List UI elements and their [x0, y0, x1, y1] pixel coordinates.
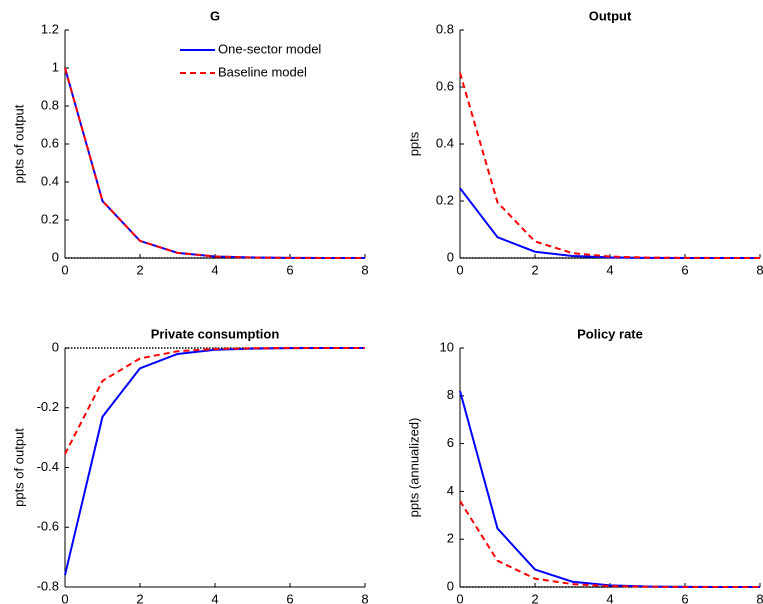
y-tick-label: -0.6	[37, 519, 59, 534]
y-tick-label: 0.2	[41, 211, 59, 226]
x-tick-label: 4	[606, 262, 613, 277]
x-tick-label: 8	[361, 262, 368, 277]
x-tick-label: 4	[211, 591, 218, 604]
x-tick-label: 2	[531, 591, 538, 604]
y-tick-label: -0.2	[37, 399, 59, 414]
y-tick-label: -0.4	[37, 459, 59, 474]
y-tick-label: 6	[447, 435, 454, 450]
y-tick-label: 0.4	[436, 135, 454, 150]
y-tick-label: 0.6	[41, 135, 59, 150]
series-line	[64, 347, 366, 576]
y-tick-label: 0.2	[436, 192, 454, 207]
x-tick-label: 8	[361, 591, 368, 604]
x-tick-label: 2	[136, 591, 143, 604]
y-tick-label: 0	[52, 339, 59, 354]
series-line	[459, 390, 761, 588]
x-tick-label: 4	[211, 262, 218, 277]
x-tick-label: 8	[756, 591, 763, 604]
subplot-title: Private consumption	[151, 326, 280, 341]
x-tick-label: 6	[681, 262, 688, 277]
x-tick-label: 0	[61, 262, 68, 277]
y-tick-label: 2	[447, 531, 454, 546]
subplot-title: G	[210, 8, 220, 23]
y-tick-label: 4	[447, 483, 454, 498]
y-tick-label: 8	[447, 387, 454, 402]
x-tick-label: 0	[456, 591, 463, 604]
subplot-title: Output	[589, 8, 632, 23]
y-axis-label: ppts (annualized)	[406, 418, 421, 518]
y-tick-label: 0.6	[436, 78, 454, 93]
y-tick-label: 0.8	[41, 97, 59, 112]
x-tick-label: 8	[756, 262, 763, 277]
y-axis-label: ppts of output	[11, 428, 26, 507]
legend-label: Baseline model	[218, 64, 307, 79]
y-tick-label: 10	[440, 339, 454, 354]
y-tick-label: 1.2	[41, 21, 59, 36]
y-tick-label: 0	[447, 249, 454, 264]
x-tick-label: 6	[286, 591, 293, 604]
series-line	[459, 72, 761, 259]
y-tick-label: 0.8	[436, 21, 454, 36]
x-tick-label: 4	[606, 591, 613, 604]
series-line	[64, 67, 366, 259]
series-line	[64, 67, 366, 259]
series-line	[459, 500, 761, 588]
y-tick-label: 0.4	[41, 173, 59, 188]
y-tick-label: 0	[52, 249, 59, 264]
legend-label: One-sector model	[218, 41, 321, 56]
series-line	[64, 347, 365, 455]
x-tick-label: 2	[136, 262, 143, 277]
x-tick-label: 2	[531, 262, 538, 277]
y-tick-label: -0.8	[37, 578, 59, 593]
x-tick-label: 0	[456, 262, 463, 277]
x-tick-label: 0	[61, 591, 68, 604]
y-tick-label: 1	[52, 59, 59, 74]
x-tick-label: 6	[681, 591, 688, 604]
series-line	[459, 187, 760, 259]
x-tick-label: 6	[286, 262, 293, 277]
y-tick-label: 0	[447, 578, 454, 593]
y-axis-label: ppts	[406, 131, 421, 156]
y-axis-label: ppts of output	[11, 104, 26, 183]
subplot-title: Policy rate	[577, 326, 643, 341]
